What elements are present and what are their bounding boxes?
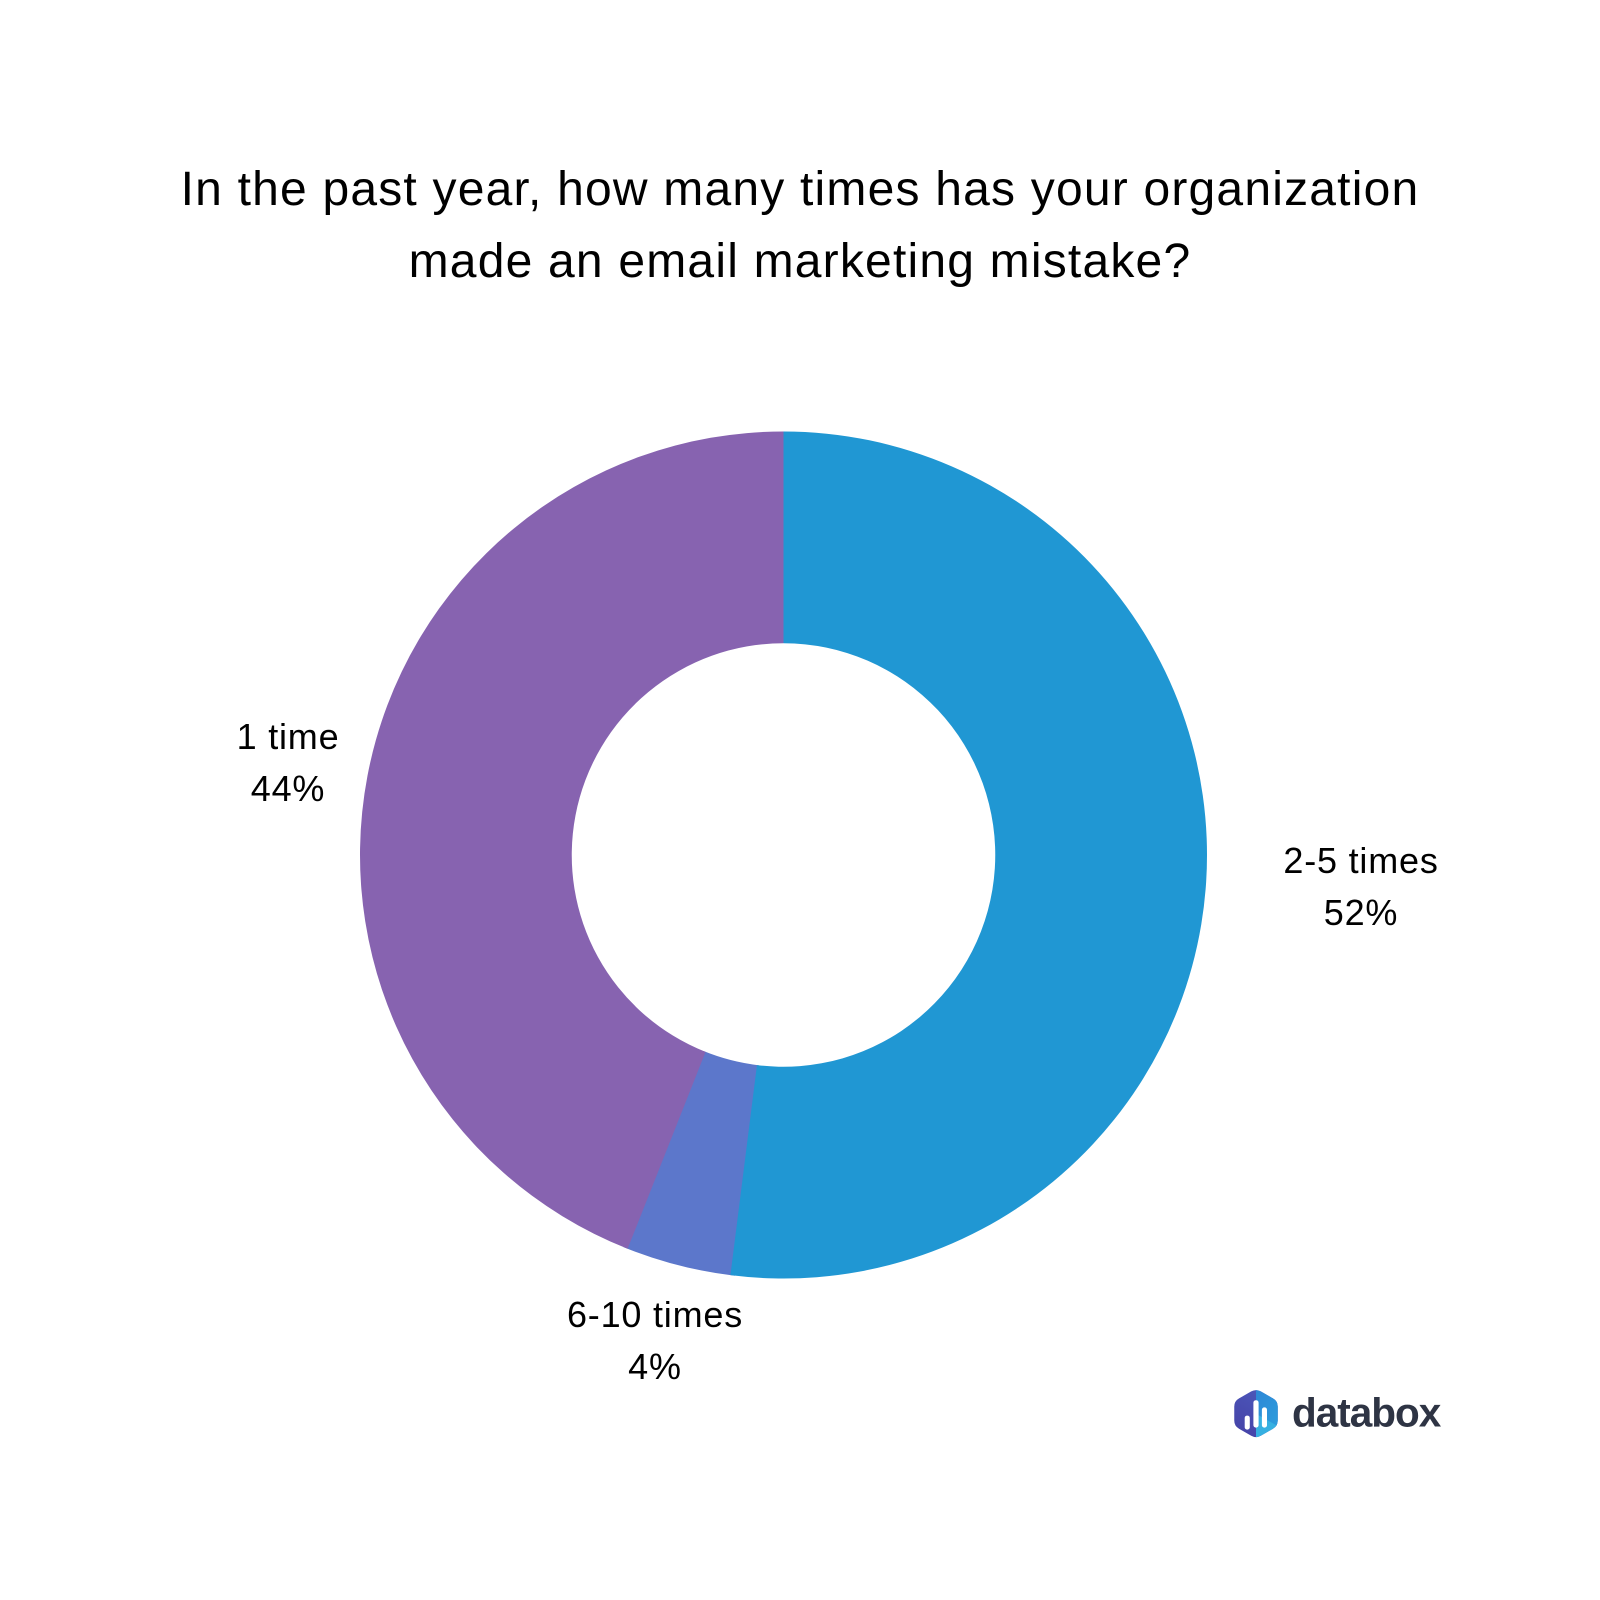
svg-text:databox: databox xyxy=(1292,1389,1442,1435)
